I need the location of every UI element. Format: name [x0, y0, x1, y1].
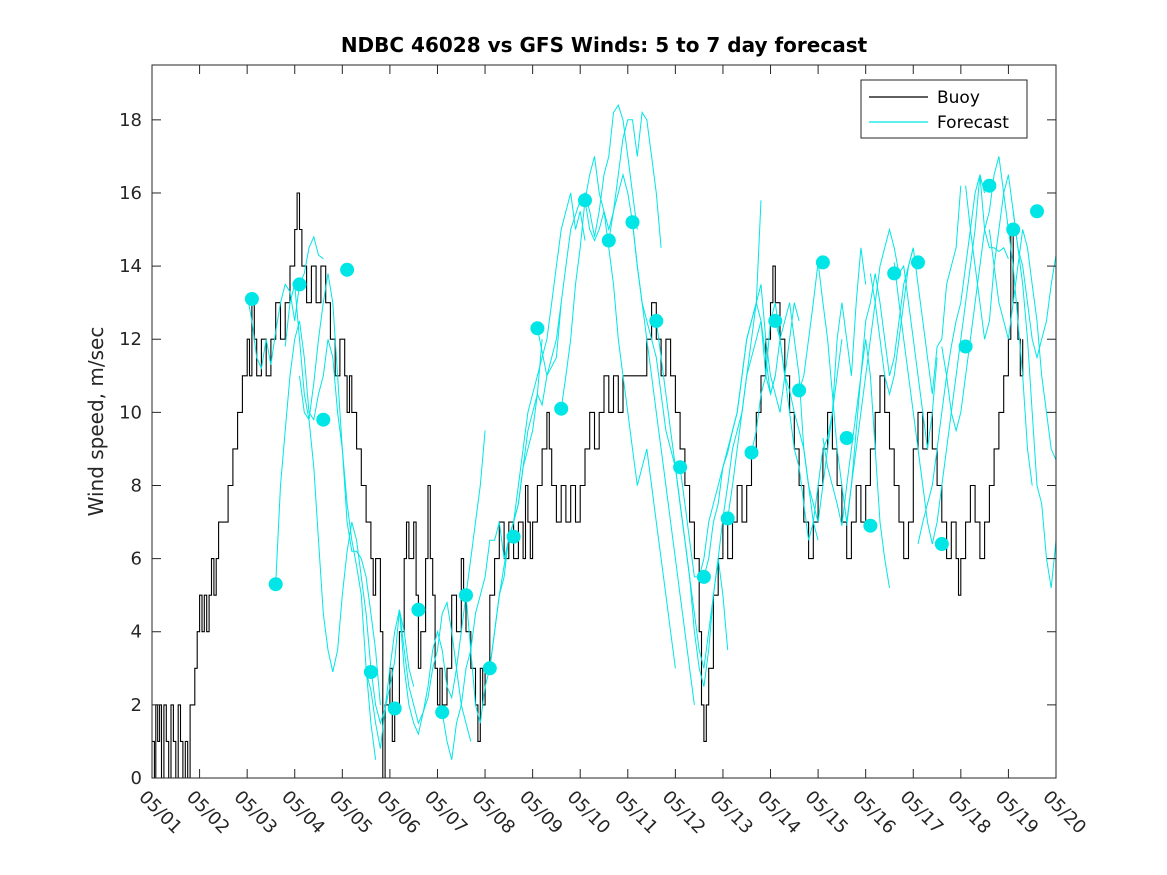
forecast-line: [536, 104, 638, 378]
forecast-marker: [316, 412, 331, 427]
forecast-line: [1012, 211, 1057, 360]
forecast-marker: [625, 215, 640, 230]
forecast-series: [246, 104, 1057, 760]
forecast-marker: [411, 602, 426, 617]
forecast-marker: [673, 460, 688, 475]
y-axis-label: Wind speed, m/sec: [84, 327, 108, 517]
forecast-marker: [768, 313, 783, 328]
y-tick-label: 6: [131, 549, 142, 570]
chart-title: NDBC 46028 vs GFS Winds: 5 to 7 day fore…: [341, 33, 868, 57]
y-tick-label: 12: [119, 329, 142, 350]
y-tick-label: 0: [131, 768, 142, 789]
forecast-line: [965, 174, 1057, 588]
y-tick-label: 4: [131, 622, 142, 643]
forecast-marker: [934, 537, 949, 551]
forecast-line: [703, 284, 800, 578]
forecast-line: [988, 229, 1057, 461]
forecast-marker: [911, 255, 925, 270]
legend-label-forecast: Forecast: [937, 113, 1009, 133]
legend: Buoy Forecast: [860, 79, 1028, 139]
forecast-line: [560, 111, 662, 409]
forecast-line: [284, 273, 377, 760]
forecast-marker: [459, 588, 473, 603]
forecast-marker: [887, 266, 902, 281]
forecast-marker: [578, 193, 592, 208]
y-tick-label: 14: [119, 256, 142, 277]
forecast-marker: [387, 701, 402, 716]
forecast-marker: [435, 705, 450, 720]
y-axis: 0 2 4 6 8 10 12 14 16 18: [119, 110, 1056, 789]
forecast-line: [679, 300, 776, 578]
forecast-line: [846, 227, 938, 526]
forecast-marker: [1030, 204, 1044, 219]
legend-box: [860, 79, 1028, 139]
forecast-marker: [363, 665, 378, 679]
forecast-marker: [530, 321, 545, 336]
forecast-line: [299, 375, 415, 725]
plot-frame: [151, 64, 1057, 779]
forecast-marker: [601, 233, 616, 248]
forecast-line: [751, 302, 843, 541]
forecast-line: [774, 247, 867, 523]
forecast-marker: [815, 255, 830, 270]
forecast-marker: [982, 178, 997, 193]
forecast-marker: [958, 339, 973, 354]
forecast-marker: [696, 569, 711, 584]
y-tick-label: 18: [119, 110, 142, 131]
forecast-marker: [792, 383, 807, 398]
buoy-series: [152, 192, 1024, 779]
forecast-line: [441, 339, 543, 760]
forecast-marker: [340, 262, 355, 277]
forecast-marker: [744, 445, 759, 460]
forecast-marker: [554, 401, 569, 416]
forecast-line: [822, 247, 914, 526]
forecast-marker: [482, 661, 497, 676]
forecast-marker: [292, 277, 307, 292]
forecast-marker: [268, 577, 283, 592]
forecast-line: [365, 600, 472, 749]
y-tick-label: 10: [119, 402, 142, 423]
forecast-line: [941, 156, 1033, 486]
forecast-marker: [649, 313, 664, 328]
forecast-marker: [506, 529, 521, 544]
forecast-line: [608, 172, 695, 705]
forecast-line: [727, 302, 819, 541]
forecast-marker: [244, 292, 259, 306]
forecast-line: [893, 174, 986, 545]
forecast-line: [275, 320, 381, 705]
forecast-line: [584, 200, 676, 669]
forecast-line: [489, 192, 586, 669]
buoy-line: [152, 192, 1024, 779]
forecast-line: [398, 430, 486, 736]
y-tick-label: 8: [131, 475, 142, 496]
forecast-marker: [839, 431, 854, 445]
plot-area: [152, 65, 1056, 778]
y-tick-label: 2: [131, 695, 142, 716]
forecast-marker: [863, 518, 878, 533]
legend-label-buoy: Buoy: [937, 88, 980, 108]
forecast-marker: [1006, 222, 1021, 237]
forecast-line: [246, 235, 324, 371]
y-tick-label: 16: [119, 183, 142, 204]
forecast-line: [917, 174, 1009, 545]
forecast-markers: [244, 178, 1044, 720]
forecast-marker: [720, 511, 735, 526]
